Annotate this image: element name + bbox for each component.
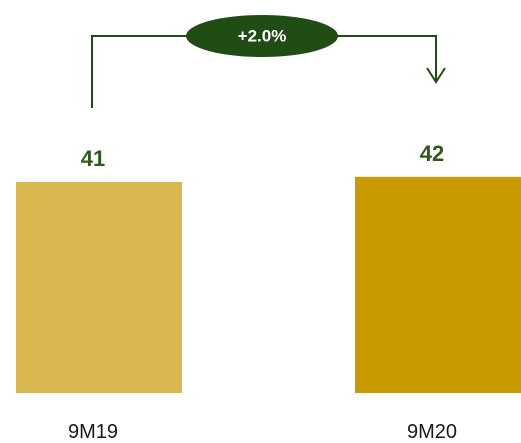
change-badge-text: +2.0% — [238, 27, 287, 46]
bars-group: 41 9M19 42 9M20 — [16, 141, 521, 443]
value-label-9M20: 42 — [420, 141, 444, 166]
category-label-9M20: 9M20 — [407, 421, 457, 443]
bar-9M20 — [355, 176, 521, 393]
connector-arrowhead — [426, 67, 446, 84]
bar-9M19 — [16, 182, 182, 393]
change-connector: +2.0% — [91, 15, 446, 108]
category-label-9M19: 9M19 — [68, 421, 118, 443]
value-label-9M19: 41 — [81, 146, 105, 171]
change-badge — [186, 15, 338, 57]
